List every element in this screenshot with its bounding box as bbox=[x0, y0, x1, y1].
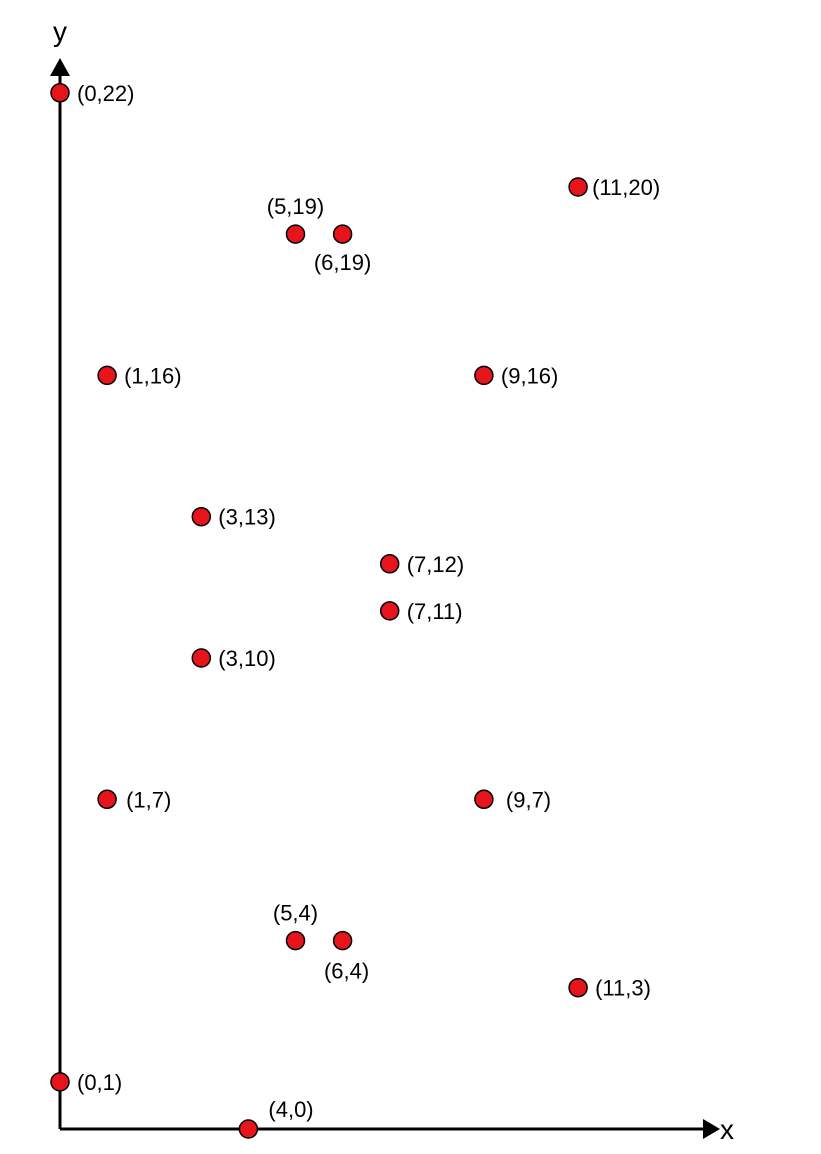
data-label: (7,11) bbox=[407, 599, 463, 624]
data-points bbox=[50, 83, 588, 1139]
x-axis-label: x bbox=[720, 1114, 734, 1145]
data-label: (11,3) bbox=[595, 976, 651, 1001]
data-point bbox=[379, 554, 400, 574]
x-axis-arrow bbox=[703, 1119, 720, 1139]
data-label: (6,19) bbox=[314, 250, 371, 275]
data-label: (5,19) bbox=[267, 194, 324, 219]
data-point bbox=[50, 83, 70, 103]
y-axis-label: y bbox=[53, 16, 67, 47]
data-label: (1,16) bbox=[124, 363, 181, 388]
data-point bbox=[474, 365, 494, 386]
data-point bbox=[332, 930, 353, 951]
data-point bbox=[568, 977, 588, 998]
data-label: (9,7) bbox=[506, 787, 551, 812]
data-label: (7,12) bbox=[407, 552, 464, 577]
data-point bbox=[191, 506, 212, 527]
data-point bbox=[285, 224, 306, 244]
data-point bbox=[238, 1119, 259, 1139]
data-point bbox=[332, 224, 353, 244]
y-axis-arrow bbox=[50, 58, 70, 76]
data-label: (9,16) bbox=[501, 363, 558, 388]
data-point bbox=[97, 789, 117, 810]
data-label: (5,4) bbox=[273, 901, 318, 926]
data-point bbox=[379, 601, 400, 621]
data-label: (6,4) bbox=[324, 959, 369, 984]
data-label: (0,1) bbox=[77, 1070, 122, 1095]
data-label: (0,22) bbox=[77, 81, 134, 106]
data-point bbox=[568, 177, 588, 197]
data-label: (4,0) bbox=[268, 1097, 313, 1122]
data-point bbox=[50, 1072, 70, 1092]
data-point bbox=[474, 789, 494, 810]
data-labels: (0,22) (11,20) (5,19) (6,19) (1,16) (9,16) (3,… bbox=[77, 81, 660, 1122]
data-point bbox=[97, 365, 117, 386]
data-label: (11,20) bbox=[592, 175, 660, 200]
data-label: (1,7) bbox=[126, 787, 171, 812]
data-label: (3,13) bbox=[218, 505, 275, 530]
data-label: (3,10) bbox=[218, 646, 275, 671]
data-point bbox=[285, 930, 306, 951]
data-point bbox=[191, 648, 212, 668]
